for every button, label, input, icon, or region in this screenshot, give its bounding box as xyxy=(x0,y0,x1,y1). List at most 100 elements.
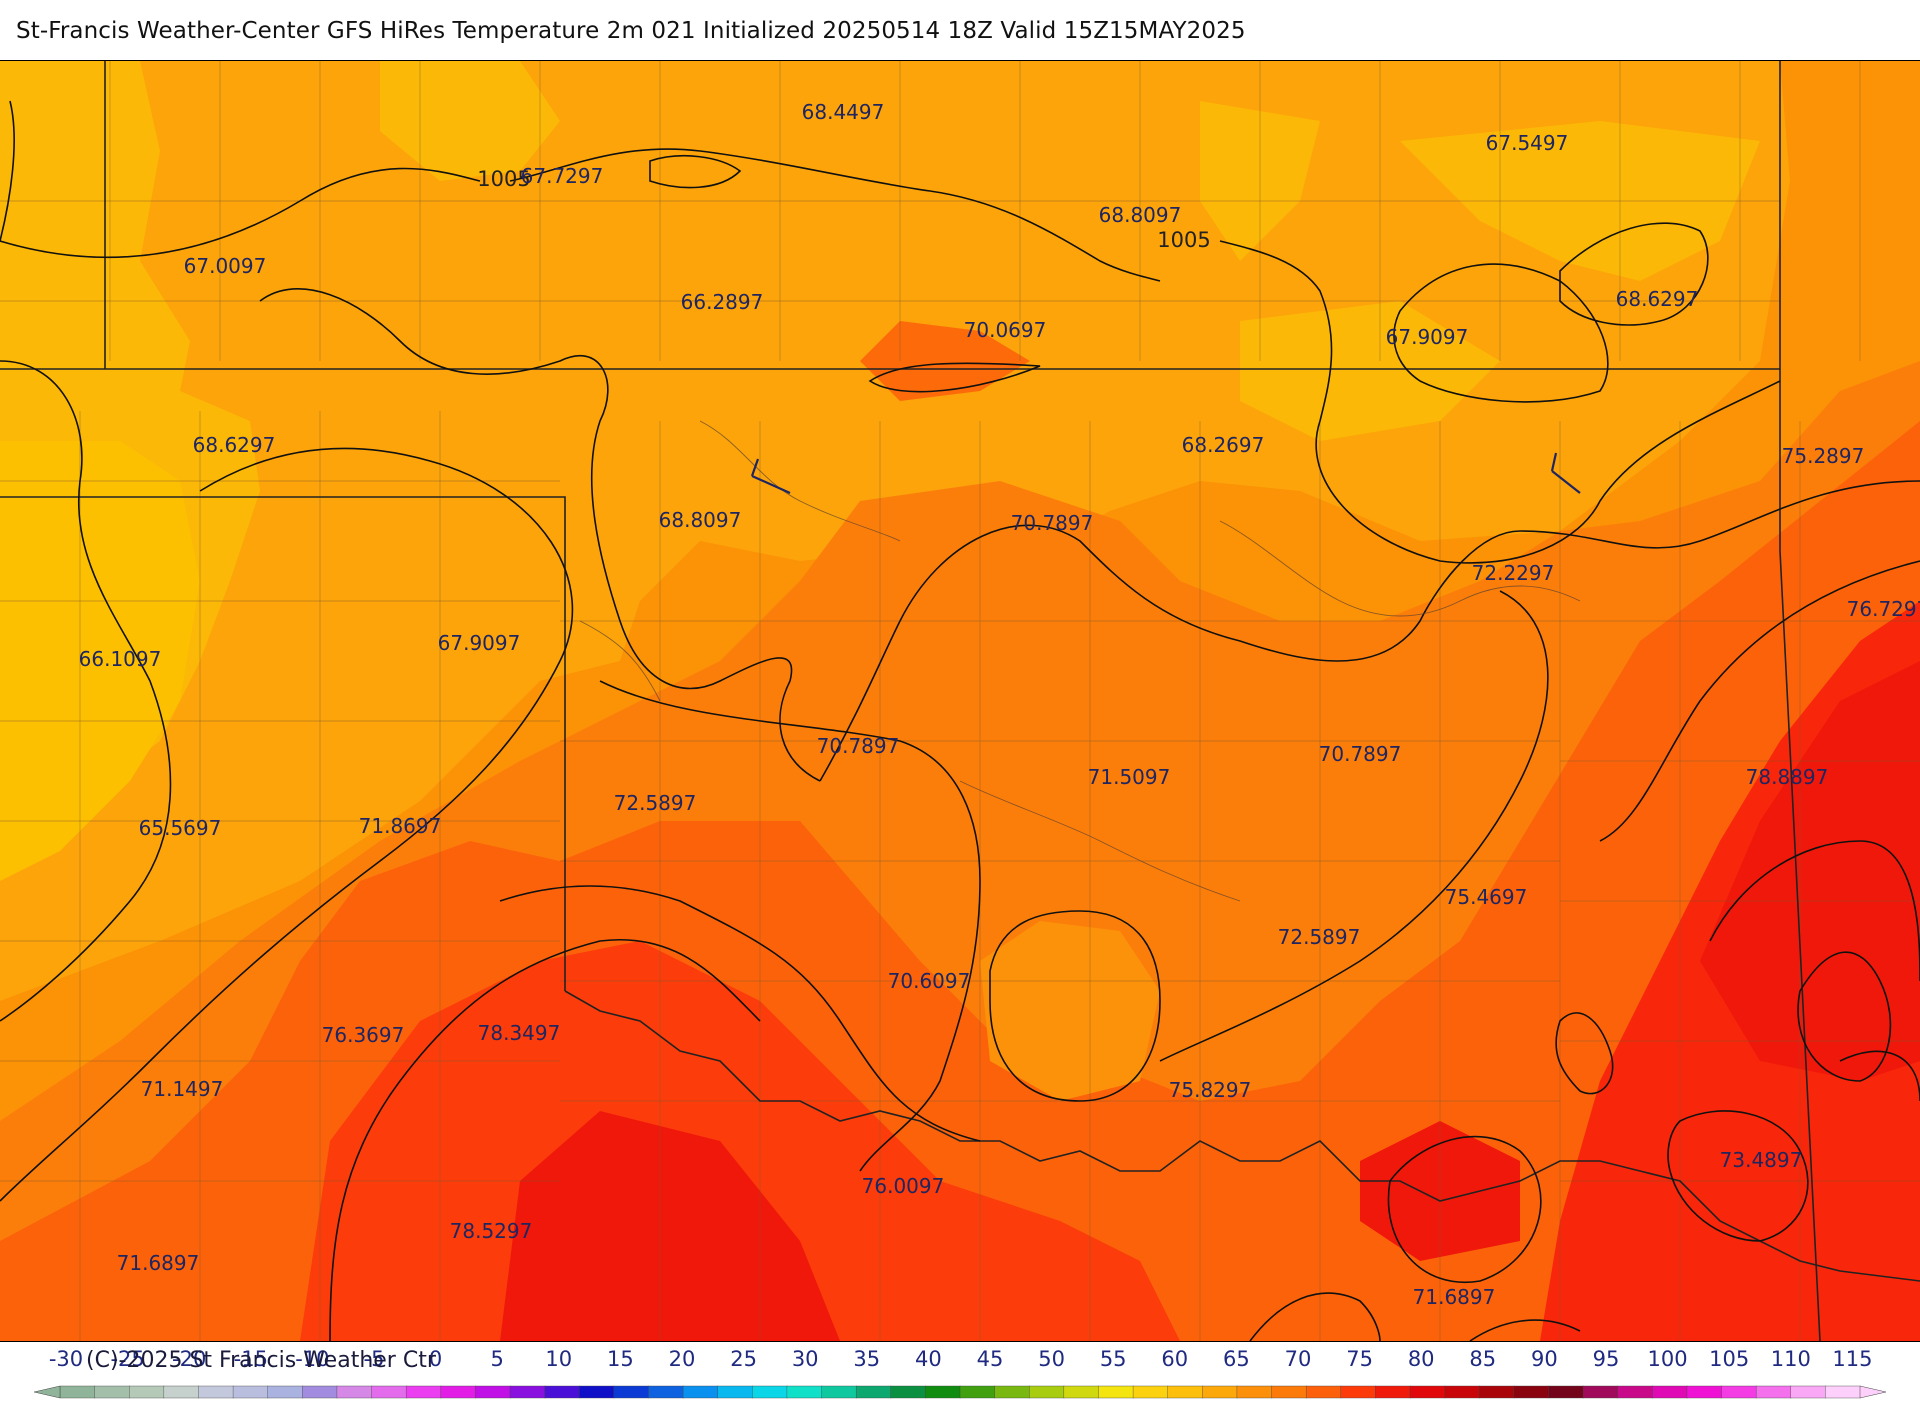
temperature-map: 1005 1005 68.4497 67.7297 67.0097 66.289… xyxy=(0,60,1920,1342)
colorbar-swatch xyxy=(752,1385,788,1399)
temperature-label: 68.6297 xyxy=(192,433,276,457)
colorbar-swatch xyxy=(821,1385,857,1399)
colorbar-tick-label: 35 xyxy=(853,1347,881,1371)
pressure-label: 1005 xyxy=(477,167,531,191)
colorbar-tick-label: 20 xyxy=(668,1347,696,1371)
colorbar-tick-label: 115 xyxy=(1832,1347,1873,1371)
colorbar-swatch xyxy=(1617,1385,1654,1399)
colorbar-tick-label: 90 xyxy=(1531,1347,1558,1371)
temperature-label: 70.7897 xyxy=(1318,742,1402,766)
temperature-label: 65.5697 xyxy=(138,816,222,840)
temperature-label: 72.5897 xyxy=(1277,925,1361,949)
colorbar-swatch xyxy=(509,1385,546,1399)
colorbar-swatch xyxy=(717,1385,754,1399)
temperature-label: 68.6297 xyxy=(1615,287,1699,311)
colorbar-swatch xyxy=(1063,1385,1100,1399)
colorbar-swatch xyxy=(371,1385,407,1399)
colorbar-swatch xyxy=(1167,1385,1204,1399)
temperature-label: 75.4697 xyxy=(1444,885,1528,909)
colorbar-tick-label: 70 xyxy=(1284,1347,1312,1371)
temperature-label: 70.0697 xyxy=(963,318,1047,342)
colorbar-swatch xyxy=(1825,1385,1861,1399)
colorbar-swatch xyxy=(613,1385,650,1399)
colorbar-tick-label: 15 xyxy=(607,1347,634,1371)
colorbar-tick-label: 60 xyxy=(1161,1347,1189,1371)
temperature-label: 76.3697 xyxy=(321,1023,405,1047)
colorbar-swatch xyxy=(1513,1385,1550,1399)
colorbar-tick-label: -15 xyxy=(233,1347,268,1371)
colorbar-swatch xyxy=(1098,1385,1134,1399)
colorbar-tick-label: 5 xyxy=(490,1347,504,1371)
colorbar-swatch xyxy=(1479,1385,1515,1399)
temperature-label: 67.9097 xyxy=(437,631,521,655)
colorbar-swatch xyxy=(1721,1385,1757,1399)
temperature-label: 72.2297 xyxy=(1471,561,1555,585)
temperature-label: 71.1497 xyxy=(140,1077,224,1101)
colorbar-tick-label: 65 xyxy=(1223,1347,1250,1371)
colorbar-tick-label: -20 xyxy=(172,1347,207,1371)
colorbar-swatch xyxy=(544,1385,580,1399)
temperature-label: 71.5097 xyxy=(1087,765,1171,789)
temperature-label: 78.8897 xyxy=(1745,765,1829,789)
colorbar-swatch xyxy=(198,1385,234,1399)
temperature-label: 76.7297 xyxy=(1846,597,1920,621)
colorbar-swatch xyxy=(1444,1385,1480,1399)
colorbar-tick-label: 50 xyxy=(1038,1347,1065,1371)
temperature-label: 68.4497 xyxy=(801,100,885,124)
colorbar-swatch xyxy=(959,1385,996,1399)
colorbar: -30 -25 -20 -15 -10 -5 0 5 10 15 20 25 30 35 40 45 50 55 6… xyxy=(0,1340,1920,1400)
colorbar-tick-label: 105 xyxy=(1709,1347,1750,1371)
colorbar-swatch xyxy=(1755,1385,1792,1399)
colorbar-swatch xyxy=(440,1385,477,1399)
colorbar-swatch xyxy=(1340,1385,1377,1399)
colorbar-swatch xyxy=(1652,1385,1688,1399)
colorbar-tick-label: 110 xyxy=(1770,1347,1811,1371)
colorbar-swatch xyxy=(1375,1385,1411,1399)
colorbar-swatch xyxy=(59,1385,96,1399)
temperature-label: 68.2697 xyxy=(1181,433,1265,457)
colorbar-swatch xyxy=(1582,1385,1619,1399)
colorbar-swatch xyxy=(890,1385,927,1399)
colorbar-tick-label: 55 xyxy=(1099,1347,1127,1371)
colorbar-swatch xyxy=(1305,1385,1342,1399)
colorbar-swatch xyxy=(682,1385,719,1399)
colorbar-swatch xyxy=(163,1385,200,1399)
colorbar-tick-label: -25 xyxy=(110,1347,145,1371)
colorbar-swatch xyxy=(1132,1385,1169,1399)
colorbar-swatch xyxy=(1271,1385,1307,1399)
temperature-field xyxy=(0,61,1920,1341)
temperature-label: 67.5497 xyxy=(1485,131,1569,155)
temperature-label: 68.8097 xyxy=(1098,203,1182,227)
colorbar-swatch xyxy=(1790,1385,1827,1399)
colorbar-tick-label: 45 xyxy=(976,1347,1004,1371)
colorbar-swatch xyxy=(579,1385,615,1399)
temperature-label: 75.8297 xyxy=(1168,1078,1252,1102)
colorbar-tick-label: -30 xyxy=(48,1347,84,1371)
colorbar-tick-label: 30 xyxy=(791,1347,819,1371)
temperature-label: 66.2897 xyxy=(680,290,764,314)
colorbar-swatch xyxy=(925,1385,961,1399)
colorbar-swatch xyxy=(336,1385,373,1399)
pressure-label: 1005 xyxy=(1157,228,1211,252)
colorbar-tick-label: 0 xyxy=(428,1347,443,1371)
colorbar-swatch xyxy=(994,1385,1030,1399)
colorbar-high-extend xyxy=(1859,1385,1887,1399)
colorbar-tick-label: 10 xyxy=(545,1347,573,1371)
colorbar-swatch xyxy=(475,1385,511,1399)
colorbar-tick-label: 85 xyxy=(1469,1347,1497,1371)
colorbar-swatch xyxy=(267,1385,304,1399)
colorbar-tick-label: 80 xyxy=(1407,1347,1435,1371)
colorbar-swatch xyxy=(648,1385,684,1399)
colorbar-tick-label: 95 xyxy=(1592,1347,1620,1371)
temperature-label: 70.7897 xyxy=(816,734,900,758)
colorbar-swatch xyxy=(1029,1385,1065,1399)
colorbar-swatch xyxy=(1409,1385,1446,1399)
temperature-label: 67.0097 xyxy=(183,254,267,278)
temperature-label: 68.8097 xyxy=(658,508,742,532)
colorbar-swatch xyxy=(786,1385,823,1399)
temperature-label: 73.4897 xyxy=(1719,1148,1803,1172)
colorbar-tick-label: 40 xyxy=(915,1347,942,1371)
temperature-label: 67.7297 xyxy=(520,164,604,188)
colorbar-swatch xyxy=(232,1385,269,1399)
temperature-label: 78.3497 xyxy=(477,1021,561,1045)
